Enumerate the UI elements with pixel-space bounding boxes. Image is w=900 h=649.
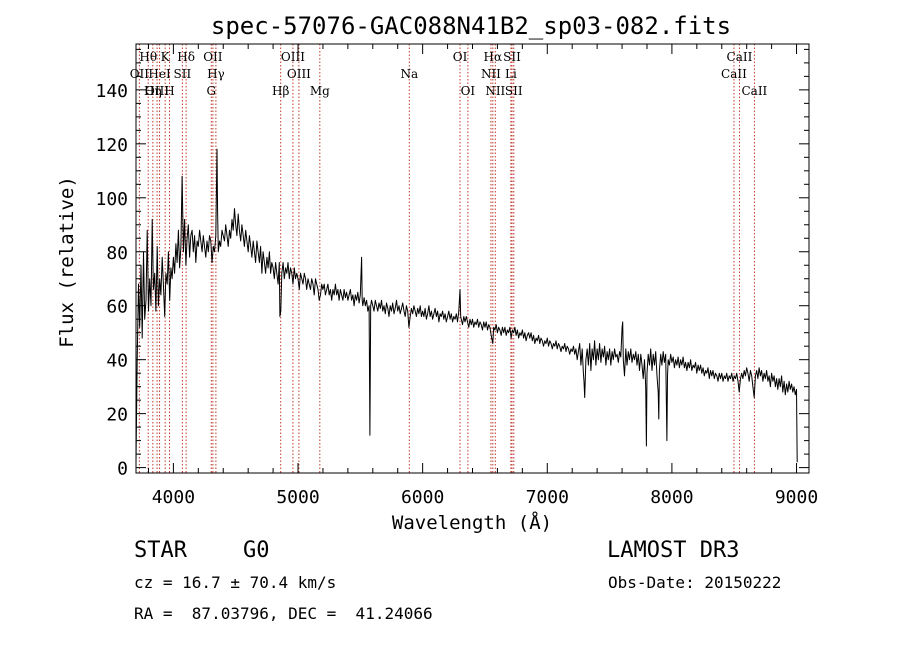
line-label-11: G	[206, 84, 216, 98]
line-label-20: NII	[481, 67, 501, 81]
line-markers	[138, 44, 755, 473]
survey-name: LAMOST DR3	[607, 538, 740, 563]
line-label-22: SII	[503, 50, 521, 64]
y-tick-label: 0	[117, 459, 128, 480]
x-tick-label: 9000	[775, 487, 818, 508]
line-label-27: CaII	[741, 84, 767, 98]
line-label-19: Hα	[484, 50, 503, 64]
coordinates: RA = 87.03796, DEC = 41.24066	[134, 604, 433, 623]
line-label-23: Li	[505, 67, 517, 81]
line-label-12: OIII	[281, 50, 305, 64]
line-label-25: CaII	[727, 50, 753, 64]
x-tick-label: 5000	[276, 487, 319, 508]
line-label-13: OIII	[287, 67, 311, 81]
plot-frame	[135, 43, 810, 474]
y-tick-label: 20	[106, 405, 128, 426]
x-tick-label: 4000	[152, 487, 195, 508]
x-tick-label: 6000	[401, 487, 444, 508]
y-tick-label: 40	[106, 351, 128, 372]
y-axis: 0 20 40 60 80 100 120 140	[95, 48, 809, 480]
line-label-10: Hγ	[207, 67, 225, 81]
line-label-9: OII	[203, 50, 223, 64]
x-axis-label: Wavelength (Å)	[392, 511, 552, 534]
object-class: STAR	[134, 538, 187, 563]
line-label-15: Mg	[310, 84, 330, 98]
line-label-24: SII	[505, 84, 523, 98]
y-tick-label: 60	[106, 297, 128, 318]
y-tick-label: 80	[106, 243, 128, 264]
flux-series-line	[135, 148, 798, 463]
x-tick-label: 8000	[650, 487, 693, 508]
line-label-6: H	[164, 84, 174, 98]
line-label-18: OI	[461, 84, 476, 98]
redshift-velocity: cz = 16.7 ± 70.4 km/s	[134, 573, 337, 592]
line-label-2: OIII	[145, 84, 169, 98]
x-axis: 4000 5000 6000 7000 8000 9000	[147, 44, 818, 508]
observation-date: Obs-Date: 20150222	[608, 573, 782, 592]
y-tick-label: 100	[95, 189, 128, 210]
y-tick-label: 120	[95, 135, 128, 156]
line-label-5: HeI	[148, 67, 171, 81]
x-tick-label: 7000	[526, 487, 569, 508]
line-label-14: Hβ	[272, 84, 289, 98]
line-label-8: Hδ	[177, 50, 195, 64]
y-axis-label: Flux (relative)	[56, 176, 78, 348]
line-label-26: CaII	[721, 67, 747, 81]
line-label-3: Hη	[144, 84, 162, 98]
line-label-1: OII	[130, 67, 150, 81]
line-label-0: Hθ	[139, 50, 157, 64]
line-label-17: OI	[453, 50, 468, 64]
y-tick-label: 140	[95, 81, 128, 102]
line-label-16: Na	[400, 67, 418, 81]
chart-title: spec-57076-GAC088N41B2_sp03-082.fits	[211, 12, 731, 40]
line-label-4: K	[161, 50, 171, 64]
line-label-7: SII	[174, 67, 192, 81]
object-subclass: G0	[243, 538, 270, 563]
line-label-21: NII	[485, 84, 505, 98]
